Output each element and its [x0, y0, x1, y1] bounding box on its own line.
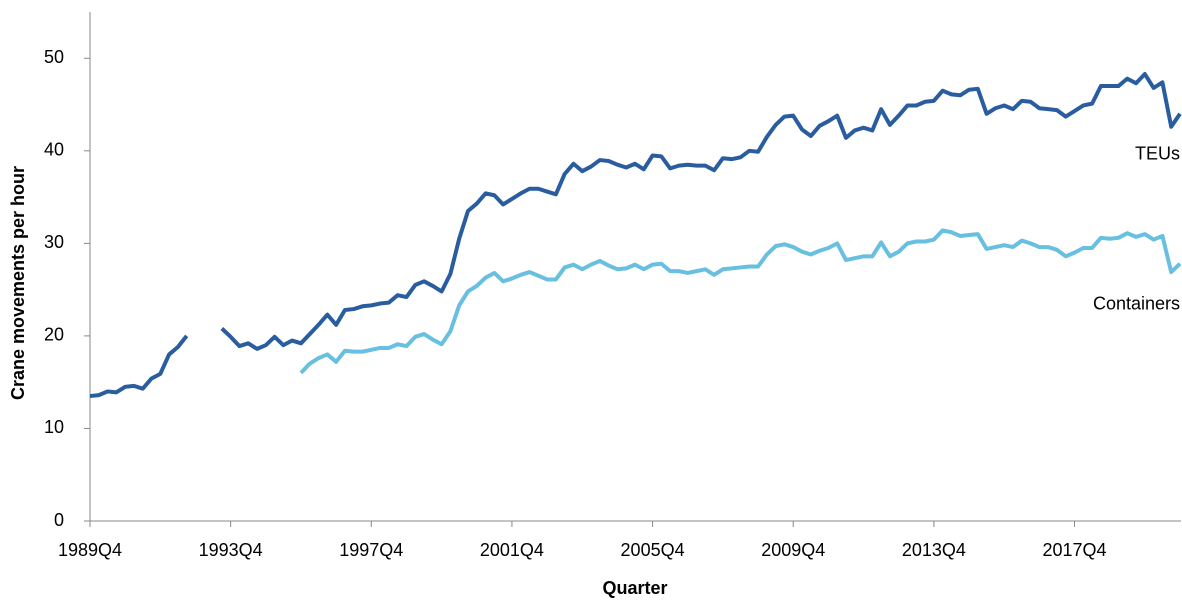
- x-tick-label: 1997Q4: [339, 540, 403, 560]
- series-line: [299, 228, 1182, 375]
- x-tick-label: 1993Q4: [199, 540, 263, 560]
- y-tick-label: 0: [54, 510, 64, 530]
- x-tick-label: 2001Q4: [480, 540, 544, 560]
- series-label: Containers: [1093, 293, 1180, 313]
- y-axis-title: Crane movements per hour: [8, 166, 28, 400]
- x-axis-title: Quarter: [602, 578, 667, 598]
- x-tick-label: 2017Q4: [1042, 540, 1106, 560]
- y-tick-label: 10: [44, 417, 64, 437]
- x-tick-label: 2009Q4: [761, 540, 825, 560]
- x-tick-label: 2005Q4: [621, 540, 685, 560]
- y-tick-label: 30: [44, 232, 64, 252]
- y-tick-label: 20: [44, 325, 64, 345]
- x-tick-label: 1989Q4: [58, 540, 122, 560]
- series-label: TEUs: [1135, 144, 1180, 164]
- x-tick-label: 2013Q4: [902, 540, 966, 560]
- y-tick-label: 40: [44, 140, 64, 160]
- series-line: [89, 72, 1182, 399]
- y-tick-label: 50: [44, 47, 64, 67]
